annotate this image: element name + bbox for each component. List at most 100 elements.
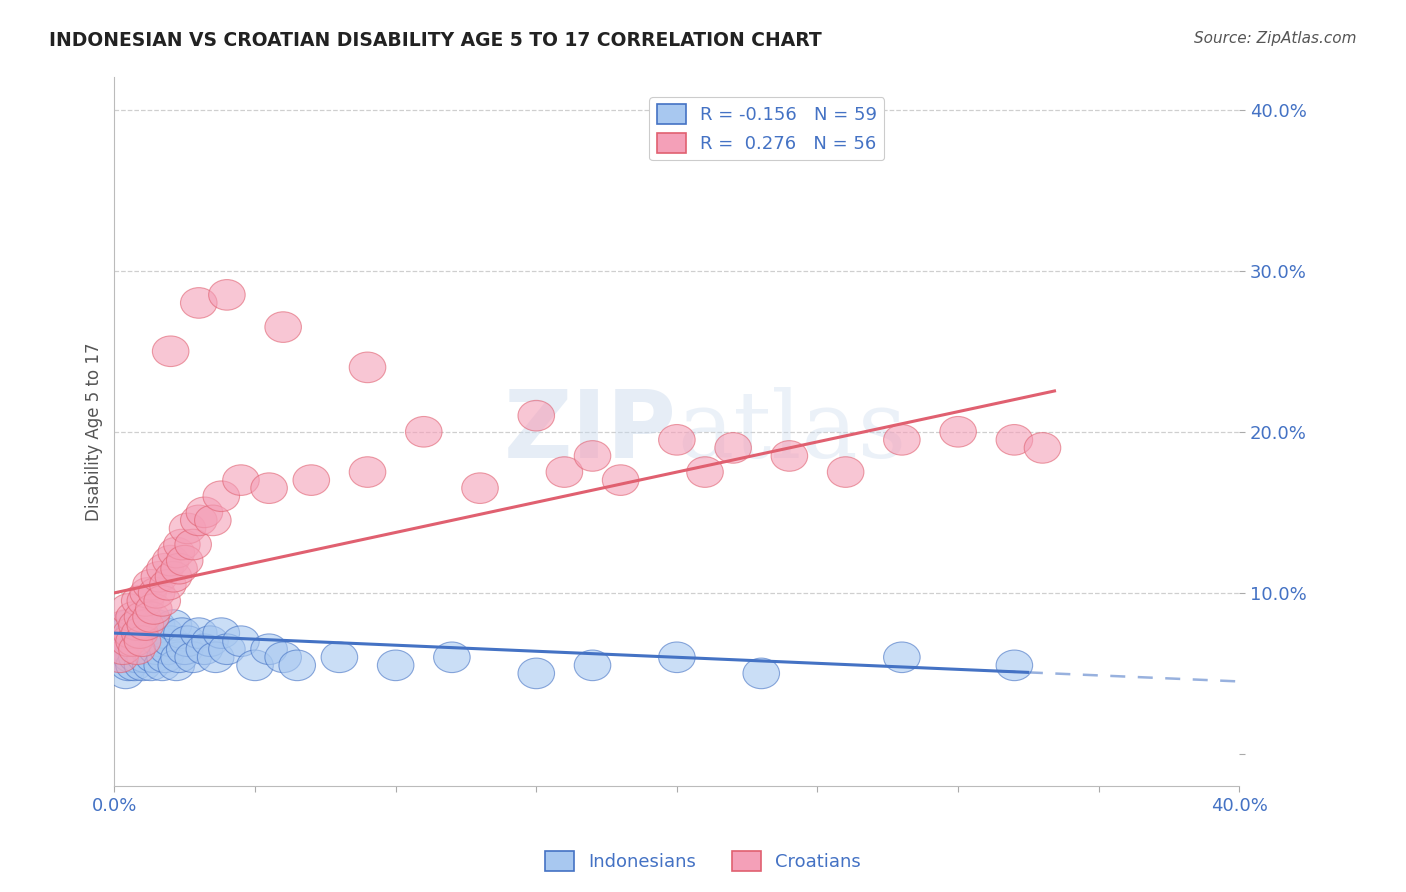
Ellipse shape — [714, 433, 751, 463]
Ellipse shape — [405, 417, 441, 447]
Ellipse shape — [143, 586, 180, 616]
Ellipse shape — [110, 634, 146, 665]
Ellipse shape — [141, 626, 177, 657]
Ellipse shape — [602, 465, 638, 495]
Ellipse shape — [250, 473, 287, 503]
Ellipse shape — [658, 642, 695, 673]
Ellipse shape — [132, 650, 169, 681]
Ellipse shape — [101, 642, 138, 673]
Ellipse shape — [129, 577, 166, 608]
Ellipse shape — [321, 642, 357, 673]
Ellipse shape — [104, 626, 141, 657]
Ellipse shape — [180, 618, 217, 648]
Ellipse shape — [110, 610, 146, 640]
Ellipse shape — [138, 634, 174, 665]
Ellipse shape — [149, 634, 186, 665]
Ellipse shape — [186, 634, 222, 665]
Ellipse shape — [132, 618, 169, 648]
Ellipse shape — [433, 642, 470, 673]
Ellipse shape — [118, 634, 155, 665]
Ellipse shape — [118, 610, 155, 640]
Ellipse shape — [118, 610, 155, 640]
Ellipse shape — [995, 425, 1032, 455]
Ellipse shape — [152, 626, 188, 657]
Ellipse shape — [349, 457, 385, 487]
Ellipse shape — [742, 658, 779, 689]
Ellipse shape — [377, 650, 413, 681]
Ellipse shape — [155, 610, 191, 640]
Ellipse shape — [166, 634, 202, 665]
Ellipse shape — [658, 425, 695, 455]
Ellipse shape — [127, 610, 163, 640]
Text: ZIP: ZIP — [503, 386, 676, 478]
Ellipse shape — [169, 626, 205, 657]
Ellipse shape — [461, 473, 498, 503]
Text: Source: ZipAtlas.com: Source: ZipAtlas.com — [1194, 31, 1357, 46]
Ellipse shape — [883, 425, 920, 455]
Ellipse shape — [546, 457, 582, 487]
Ellipse shape — [110, 594, 146, 624]
Ellipse shape — [349, 352, 385, 383]
Text: atlas: atlas — [676, 387, 905, 477]
Ellipse shape — [124, 618, 160, 648]
Ellipse shape — [278, 650, 315, 681]
Ellipse shape — [191, 626, 228, 657]
Legend: Indonesians, Croatians: Indonesians, Croatians — [537, 844, 869, 879]
Ellipse shape — [138, 610, 174, 640]
Ellipse shape — [129, 634, 166, 665]
Ellipse shape — [104, 634, 141, 665]
Ellipse shape — [152, 336, 188, 367]
Ellipse shape — [939, 417, 976, 447]
Ellipse shape — [115, 626, 152, 657]
Ellipse shape — [166, 545, 202, 576]
Ellipse shape — [686, 457, 723, 487]
Ellipse shape — [112, 642, 149, 673]
Ellipse shape — [264, 642, 301, 673]
Ellipse shape — [1024, 433, 1060, 463]
Ellipse shape — [574, 441, 610, 471]
Legend: R = -0.156   N = 59, R =  0.276   N = 56: R = -0.156 N = 59, R = 0.276 N = 56 — [650, 97, 884, 161]
Ellipse shape — [995, 650, 1032, 681]
Ellipse shape — [197, 642, 233, 673]
Ellipse shape — [574, 650, 610, 681]
Ellipse shape — [135, 594, 172, 624]
Ellipse shape — [127, 642, 163, 673]
Ellipse shape — [163, 529, 200, 560]
Ellipse shape — [112, 626, 149, 657]
Ellipse shape — [160, 642, 197, 673]
Ellipse shape — [127, 610, 163, 640]
Ellipse shape — [202, 481, 239, 511]
Ellipse shape — [132, 602, 169, 632]
Ellipse shape — [180, 505, 217, 536]
Ellipse shape — [222, 626, 259, 657]
Ellipse shape — [163, 618, 200, 648]
Ellipse shape — [770, 441, 807, 471]
Ellipse shape — [174, 529, 211, 560]
Ellipse shape — [174, 642, 211, 673]
Ellipse shape — [110, 626, 146, 657]
Ellipse shape — [115, 650, 152, 681]
Ellipse shape — [115, 602, 152, 632]
Ellipse shape — [135, 642, 172, 673]
Ellipse shape — [180, 287, 217, 318]
Ellipse shape — [202, 618, 239, 648]
Ellipse shape — [107, 658, 143, 689]
Ellipse shape — [107, 618, 143, 648]
Ellipse shape — [112, 618, 149, 648]
Ellipse shape — [222, 465, 259, 495]
Ellipse shape — [883, 642, 920, 673]
Ellipse shape — [155, 561, 191, 592]
Ellipse shape — [208, 279, 245, 310]
Ellipse shape — [138, 577, 174, 608]
Ellipse shape — [129, 626, 166, 657]
Ellipse shape — [124, 626, 160, 657]
Ellipse shape — [169, 513, 205, 544]
Ellipse shape — [101, 642, 138, 673]
Ellipse shape — [121, 618, 157, 648]
Ellipse shape — [110, 650, 146, 681]
Ellipse shape — [132, 569, 169, 600]
Text: INDONESIAN VS CROATIAN DISABILITY AGE 5 TO 17 CORRELATION CHART: INDONESIAN VS CROATIAN DISABILITY AGE 5 … — [49, 31, 823, 50]
Ellipse shape — [292, 465, 329, 495]
Ellipse shape — [517, 401, 554, 431]
Ellipse shape — [264, 312, 301, 343]
